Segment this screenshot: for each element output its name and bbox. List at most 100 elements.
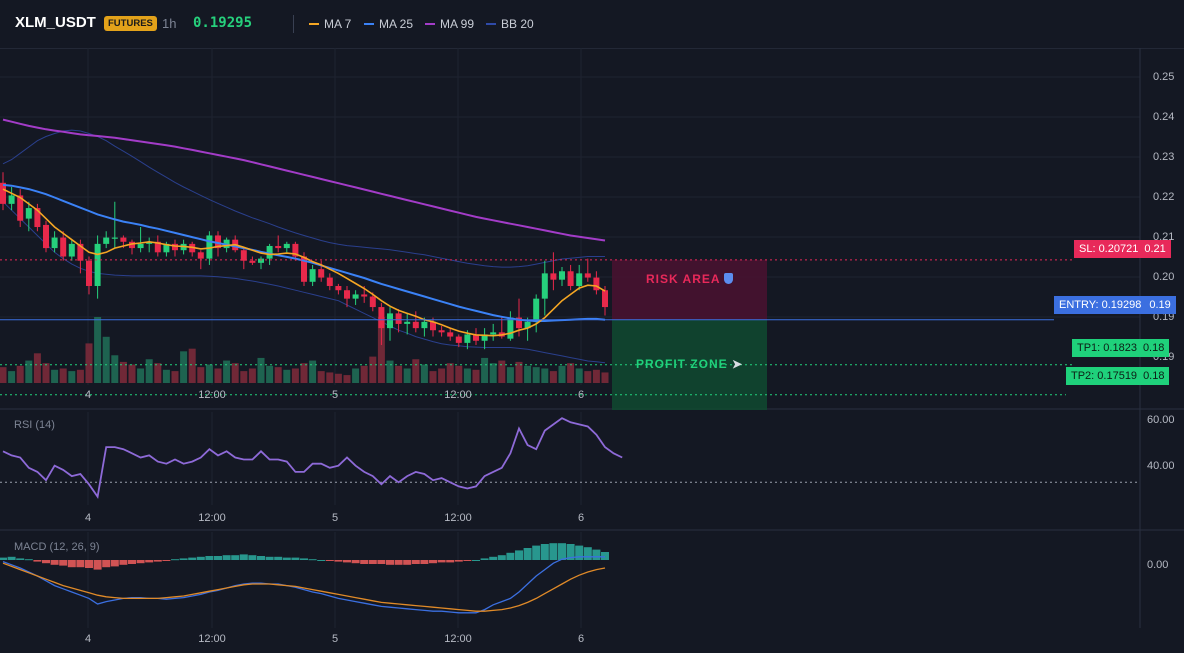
volume-bar bbox=[94, 317, 102, 383]
macd-histogram-bar bbox=[33, 560, 42, 562]
x-axis-label: 4 bbox=[85, 633, 91, 645]
candle-body bbox=[378, 307, 385, 329]
shield-icon bbox=[724, 273, 734, 284]
risk-area-text: RISK AREA bbox=[646, 272, 721, 286]
macd-histogram-bar bbox=[136, 560, 145, 564]
price-axis-label: 0.24 bbox=[1153, 111, 1174, 123]
macd-histogram-bar bbox=[16, 558, 25, 560]
x-axis-label: 4 bbox=[85, 512, 91, 524]
symbol-name[interactable]: XLM_USDT bbox=[15, 14, 96, 31]
macd-histogram-bar bbox=[265, 556, 274, 560]
macd-histogram-bar bbox=[93, 560, 102, 570]
candle-body bbox=[206, 235, 213, 259]
macd-histogram-bar bbox=[411, 560, 420, 564]
volume-bar bbox=[601, 372, 609, 383]
entry-axis-value: 0.19 bbox=[1149, 299, 1171, 311]
volume-bar bbox=[51, 369, 59, 383]
macd-histogram-bar bbox=[300, 558, 308, 560]
x-axis-label: 6 bbox=[578, 389, 584, 401]
volume-bar bbox=[42, 363, 50, 383]
legend-ma99[interactable]: MA 99 bbox=[425, 17, 474, 31]
macd-histogram-bar bbox=[50, 560, 59, 565]
macd-histogram-bar bbox=[463, 560, 472, 561]
volume-bar bbox=[145, 359, 153, 383]
legend-ma25[interactable]: MA 25 bbox=[364, 17, 413, 31]
profit-zone-label: PROFIT ZONE ➤ bbox=[636, 357, 743, 371]
ma99-swatch-icon bbox=[425, 23, 435, 25]
macd-histogram-bar bbox=[282, 557, 291, 560]
rsi-axis-label: 60.00 bbox=[1147, 414, 1175, 426]
x-axis-label: 12:00 bbox=[444, 633, 472, 645]
macd-histogram-bar bbox=[386, 560, 394, 565]
volume-bar bbox=[309, 360, 317, 383]
macd-histogram-bar bbox=[549, 543, 558, 560]
macd-histogram-bar bbox=[153, 560, 162, 562]
timeframe-label[interactable]: 1h bbox=[162, 16, 177, 31]
rsi-panel bbox=[0, 417, 1140, 500]
candle-body bbox=[103, 237, 110, 244]
chart-header: XLM_USDT FUTURES 1h 0.19295 MA 7 MA 25 M… bbox=[0, 0, 1184, 49]
candle-body bbox=[68, 243, 75, 257]
candle-body bbox=[86, 260, 92, 287]
volume-bar bbox=[300, 363, 308, 383]
volume-bar bbox=[377, 317, 385, 383]
macd-label: MACD (12, 26, 9) bbox=[14, 541, 100, 553]
legend-bb20[interactable]: BB 20 bbox=[486, 17, 534, 31]
volume-bar bbox=[16, 365, 24, 383]
volume-bar bbox=[369, 356, 377, 383]
macd-histogram-bar bbox=[592, 549, 601, 560]
macd-histogram-bar bbox=[308, 559, 317, 561]
x-axis-label: 12:00 bbox=[198, 633, 226, 645]
candle-body bbox=[326, 277, 333, 287]
candle-body bbox=[559, 271, 565, 280]
candle-body bbox=[490, 332, 497, 335]
candle-body bbox=[249, 260, 256, 263]
futures-badge: FUTURES bbox=[104, 16, 157, 31]
volume-bar bbox=[76, 369, 84, 383]
entry-tag-label: ENTRY: 0.19298 bbox=[1059, 299, 1142, 311]
macd-histogram-bar bbox=[566, 544, 575, 560]
volume-bar bbox=[481, 357, 489, 383]
candle-body bbox=[318, 269, 325, 278]
rsi-axis-label: 40.00 bbox=[1147, 460, 1175, 472]
volume-bar bbox=[223, 360, 231, 383]
macd-histogram-bar bbox=[472, 560, 480, 561]
volume-bar bbox=[137, 368, 145, 383]
volume-bar bbox=[429, 371, 437, 383]
candle-body bbox=[172, 243, 178, 251]
candle-body bbox=[369, 296, 376, 308]
macd-histogram-bar bbox=[239, 554, 248, 560]
risk-area-box bbox=[612, 259, 767, 320]
volume-bar bbox=[257, 357, 265, 383]
candle-body bbox=[438, 330, 445, 333]
legend-ma7-label: MA 7 bbox=[324, 17, 352, 31]
macd-histogram-bar bbox=[334, 560, 343, 562]
candle-body bbox=[584, 273, 591, 278]
candle-body bbox=[258, 258, 264, 263]
x-axis-label: 5 bbox=[332, 389, 338, 401]
tp1-tag-label: TP1: 0.1823 bbox=[1077, 342, 1137, 354]
volume-bar bbox=[188, 348, 196, 383]
volume-bar bbox=[248, 368, 256, 383]
volume-bar bbox=[266, 365, 274, 383]
candle-body bbox=[283, 243, 290, 249]
volume-bar bbox=[283, 369, 291, 383]
candle-body bbox=[25, 208, 32, 219]
trade-level-lines bbox=[0, 259, 1074, 396]
sl-tag-label: SL: 0.20721 bbox=[1079, 243, 1139, 255]
price-axis-label: 0.22 bbox=[1153, 191, 1174, 203]
profit-zone-text: PROFIT ZONE bbox=[636, 357, 728, 371]
candle-body bbox=[266, 245, 273, 259]
x-axis-label: 12:00 bbox=[198, 512, 226, 524]
volume-bar bbox=[326, 372, 334, 383]
macd-histogram-bar bbox=[231, 555, 240, 560]
macd-histogram-bar bbox=[558, 543, 566, 560]
macd-histogram-bar bbox=[360, 560, 369, 564]
chart-grid bbox=[0, 48, 1184, 628]
legend-ma7[interactable]: MA 7 bbox=[309, 17, 351, 31]
volume-bar bbox=[291, 368, 299, 383]
macd-histogram-bar bbox=[583, 547, 592, 560]
candle-body bbox=[94, 243, 101, 287]
volume-bar bbox=[180, 351, 188, 383]
